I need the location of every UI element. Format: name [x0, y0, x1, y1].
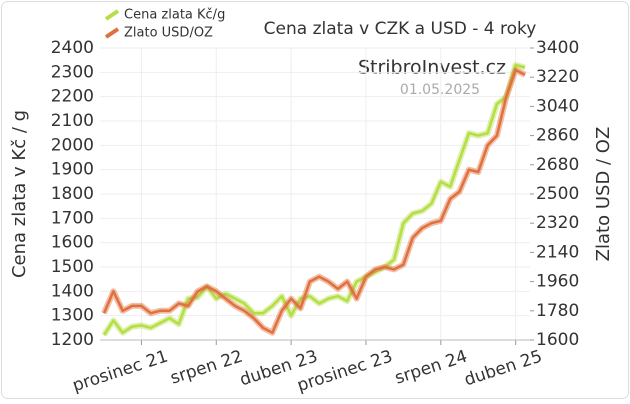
y-tick-label: 1700	[51, 208, 94, 228]
y-axis-label: Cena zlata v Kč / g	[9, 110, 30, 278]
y2-tick-label: 3040	[536, 96, 579, 116]
y-tick-label: 1800	[51, 184, 94, 204]
y2-tick-label: 2140	[536, 242, 579, 262]
date-note: 01.05.2025	[400, 82, 480, 98]
y2-axis-label: Zlato USD / OZ	[593, 127, 614, 262]
y-tick-label: 2300	[51, 62, 94, 82]
legend-swatch	[104, 27, 120, 39]
y2-tick-label: 3220	[536, 67, 579, 87]
y-tick-label: 1500	[51, 257, 94, 277]
y2-tick-label: 2680	[536, 155, 579, 175]
y2-tick-label: 2320	[536, 213, 579, 233]
y2-tick-label: 1780	[536, 301, 579, 321]
y-tick-label: 2200	[51, 87, 94, 107]
chart-title: Cena zlata v CZK a USD - 4 roky	[264, 19, 537, 39]
y-tick-label: 1400	[51, 281, 94, 301]
legend-label: Cena zlata Kč/g	[124, 8, 225, 23]
y-tick-label: 1200	[51, 330, 94, 350]
y2-tick-label: 1600	[536, 330, 579, 350]
y2-tick-label: 1960	[536, 272, 579, 292]
legend-label: Zlato USD/OZ	[124, 26, 213, 41]
legend-swatch	[104, 9, 120, 21]
y2-tick-label: 2860	[536, 126, 579, 146]
y-tick-label: 2000	[51, 135, 94, 155]
y-tick-label: 2400	[51, 38, 94, 58]
y2-tick-label: 2500	[536, 184, 579, 204]
legend-box	[100, 4, 240, 44]
series-line	[102, 63, 526, 336]
y-tick-label: 1900	[51, 160, 94, 180]
y-tick-label: 2100	[51, 111, 94, 131]
series-line	[102, 68, 526, 334]
y-tick-label: 1600	[51, 233, 94, 253]
watermark: StribroInvest.cz	[358, 57, 506, 79]
y2-tick-label: 3400	[536, 38, 579, 58]
y-tick-label: 1300	[51, 306, 94, 326]
